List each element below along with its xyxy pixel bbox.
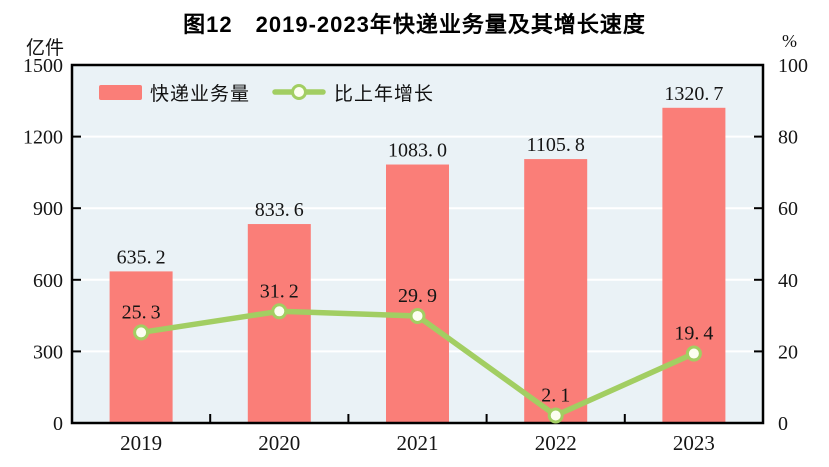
right-axis-tick-label: 60: [778, 198, 798, 220]
bar-2022: [524, 159, 588, 422]
right-axis-tick-label: 40: [778, 270, 798, 292]
legend-bar-label: 快递业务量: [150, 83, 251, 105]
growth-value-label: 2. 1: [541, 384, 570, 406]
right-axis-tick-label: 100: [778, 55, 808, 77]
growth-value-label: 19. 4: [674, 323, 713, 345]
bar-2023: [662, 107, 726, 422]
x-axis-category-label: 2020: [258, 431, 300, 455]
bar-value-label: 1083. 0: [388, 140, 447, 162]
bar-value-label: 1105. 8: [527, 134, 585, 156]
left-axis-tick-label: 900: [33, 198, 63, 220]
x-axis-category-label: 2023: [673, 431, 715, 455]
legend-bar-swatch: [99, 84, 142, 100]
right-axis-unit-label: %: [782, 31, 797, 51]
bar-2021: [386, 164, 449, 423]
growth-value-label: 25. 3: [122, 301, 161, 323]
bar-value-label: 833. 6: [255, 199, 304, 221]
legend-line-marker-icon: [272, 84, 326, 100]
left-axis-tick-label: 600: [33, 270, 63, 292]
bar-value-label: 1320. 7: [664, 83, 723, 105]
left-axis-tick-label: 1500: [23, 55, 63, 77]
growth-marker-2021: [409, 307, 426, 324]
bar-value-label: 635. 2: [117, 246, 166, 268]
left-axis-tick-label: 300: [33, 341, 63, 363]
x-axis-category-label: 2019: [120, 431, 162, 455]
right-axis-tick-label: 20: [778, 341, 798, 363]
growth-marker-2020: [271, 303, 288, 320]
growth-value-label: 31. 2: [260, 280, 299, 302]
chart-title: 图12 2019-2023年快递业务量及其增长速度: [183, 12, 646, 37]
left-axis-tick-label: 1200: [23, 127, 63, 149]
growth-value-label: 29. 9: [398, 285, 437, 307]
growth-marker-2022: [547, 407, 564, 424]
bar-2019: [109, 271, 173, 422]
left-axis-unit-label: 亿件: [26, 38, 65, 59]
legend-line-label: 比上年增长: [334, 83, 435, 105]
growth-marker-2019: [133, 324, 150, 341]
left-axis-tick-label: 0: [53, 413, 63, 435]
legend: 快递业务量 比上年增长: [99, 81, 435, 105]
x-axis-category-label: 2021: [397, 431, 439, 455]
plot-border: [70, 63, 765, 425]
x-axis-category-label: 2022: [535, 431, 577, 455]
right-axis-tick-label: 80: [778, 127, 798, 149]
bar-2020: [247, 224, 311, 422]
right-axis-tick-label: 0: [778, 413, 788, 435]
growth-marker-2023: [685, 345, 702, 362]
